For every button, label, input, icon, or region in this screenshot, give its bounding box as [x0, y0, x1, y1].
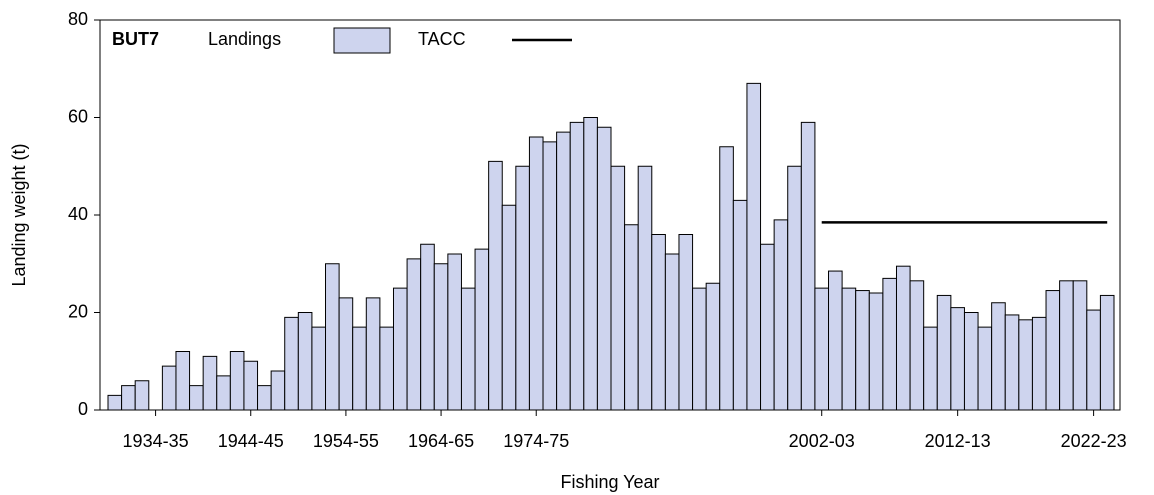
- bar: [787, 165, 802, 411]
- bar: [678, 234, 694, 411]
- bar: [528, 136, 544, 411]
- bar: [229, 351, 245, 411]
- legend-swatch: [333, 27, 391, 54]
- bar: [773, 219, 789, 411]
- x-tick-label: 1944-45: [218, 431, 284, 451]
- bar: [556, 131, 571, 411]
- bar: [257, 385, 272, 411]
- bar: [610, 165, 626, 411]
- bar: [175, 351, 191, 411]
- bar: [637, 165, 653, 411]
- legend-title: BUT7: [112, 29, 159, 49]
- bar: [501, 204, 517, 411]
- bar: [1018, 319, 1033, 411]
- bar: [325, 263, 340, 411]
- bar: [800, 121, 816, 411]
- bar: [895, 265, 911, 411]
- bar: [719, 146, 734, 411]
- bar: [1086, 309, 1101, 411]
- bar: [284, 316, 299, 411]
- x-tick-label: 1934-35: [123, 431, 189, 451]
- bar: [936, 294, 952, 411]
- bar: [161, 365, 177, 411]
- bar: [311, 326, 327, 411]
- legend-label: Landings: [208, 29, 281, 49]
- x-tick-label: 1974-75: [503, 431, 569, 451]
- bar: [488, 160, 503, 411]
- x-tick-label: 1964-65: [408, 431, 474, 451]
- bar: [189, 385, 204, 411]
- bar: [909, 280, 925, 411]
- bar: [460, 287, 476, 411]
- bar: [542, 141, 558, 411]
- bar: [882, 277, 897, 411]
- y-tick-label: 40: [68, 204, 88, 224]
- bar: [338, 297, 354, 411]
- bar: [352, 326, 367, 411]
- legend-label: TACC: [418, 29, 466, 49]
- bar: [732, 199, 748, 411]
- bar: [651, 234, 666, 411]
- bar: [216, 375, 231, 411]
- bar: [991, 302, 1006, 411]
- bar: [923, 326, 938, 411]
- bar: [202, 355, 218, 411]
- bar: [134, 380, 150, 411]
- x-tick-label: 2002-03: [789, 431, 855, 451]
- bar: [950, 307, 965, 411]
- y-tick-label: 60: [68, 106, 88, 126]
- bar: [624, 224, 639, 411]
- bar: [1059, 280, 1074, 411]
- x-axis-label: Fishing Year: [560, 472, 659, 492]
- y-tick-label: 80: [68, 9, 88, 29]
- bar: [243, 360, 259, 411]
- bar: [474, 248, 490, 411]
- bar: [855, 290, 870, 411]
- bar: [760, 243, 775, 411]
- bar: [420, 243, 435, 411]
- bar: [515, 165, 530, 411]
- y-tick-label: 20: [68, 301, 88, 321]
- bar: [107, 394, 123, 411]
- bar: [1031, 316, 1047, 411]
- bar: [365, 297, 381, 411]
- bar: [392, 287, 408, 411]
- bar: [406, 258, 422, 411]
- bar: [1004, 314, 1020, 411]
- bar: [433, 263, 449, 411]
- bar: [1045, 290, 1061, 411]
- bar: [868, 292, 884, 411]
- x-tick-label: 2022-23: [1061, 431, 1127, 451]
- bar: [828, 270, 843, 411]
- x-tick-label: 2012-13: [925, 431, 991, 451]
- bar: [841, 287, 857, 411]
- bar: [746, 82, 762, 411]
- bar: [297, 312, 313, 411]
- bar: [447, 253, 462, 411]
- bar: [270, 370, 286, 411]
- y-axis-label: Landing weight (t): [9, 143, 29, 286]
- bar: [583, 117, 598, 411]
- bar: [692, 287, 707, 411]
- bar: [569, 121, 585, 411]
- bar: [963, 312, 979, 411]
- x-tick-label: 1954-55: [313, 431, 379, 451]
- bar: [814, 287, 830, 411]
- y-tick-label: 0: [78, 399, 88, 419]
- bar: [705, 282, 721, 411]
- bar: [596, 126, 612, 411]
- bar: [1072, 280, 1088, 411]
- plot-frame: [99, 19, 1121, 411]
- bar: [121, 385, 136, 411]
- bar: [977, 326, 993, 411]
- bar: [664, 253, 680, 411]
- bar: [379, 326, 394, 411]
- bar: [1099, 294, 1115, 411]
